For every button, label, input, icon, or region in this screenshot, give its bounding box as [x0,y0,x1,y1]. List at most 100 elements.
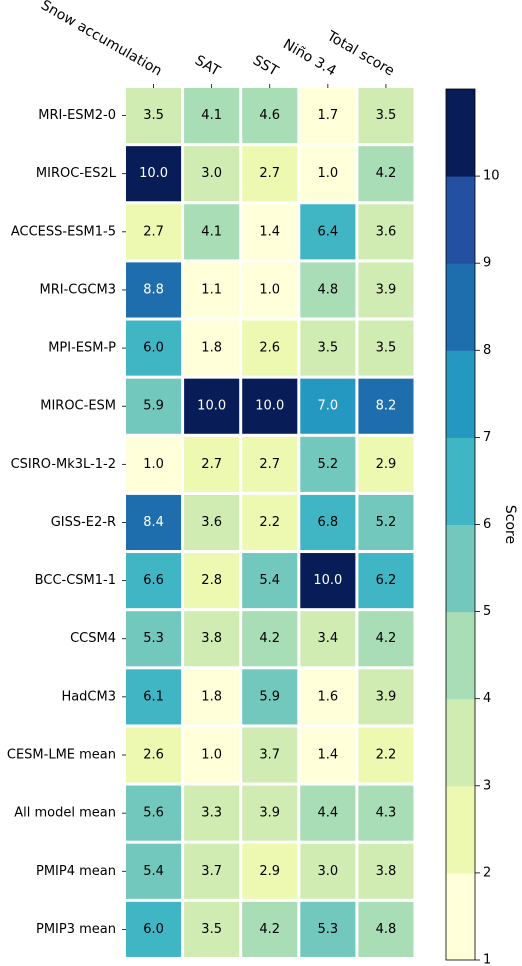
heatmap-cell-mri-esm2-0-total-score [358,88,414,144]
heatmap-cell-ccsm4-sst [242,611,298,667]
heatmap-cell-csiro-mk3l-1-2-ni-o-3-4 [300,436,356,492]
heatmap-cell-hadcm3-sst [242,669,298,725]
row-label-miroc-esm: MIROC-ESM [40,399,116,414]
heatmap-cell-mri-esm2-0-ni-o-3-4 [300,88,356,144]
cell-value-label: 2.7 [201,457,222,472]
heatmap-cell-csiro-mk3l-1-2-snow-accumulation [126,436,182,492]
heatmap-cell-csiro-mk3l-1-2-sat [184,436,240,492]
cell-value-label: 3.9 [376,689,397,704]
colorbar-tick-label: 2 [483,865,491,880]
cell-value-label: 2.8 [201,573,222,588]
heatmap-cell-csiro-mk3l-1-2-total-score [358,436,414,492]
cell-value-label: 2.7 [143,224,164,239]
cell-value-label: 4.1 [201,224,222,239]
cell-value-label: 10.0 [255,399,284,414]
row-label-mpi-esm-p: MPI-ESM-P [48,341,116,356]
row-label-all-model-mean: All model mean [14,806,116,821]
heatmap-cell-all-model-mean-ni-o-3-4 [300,785,356,841]
cell-value-label: 2.6 [259,341,280,356]
cell-value-label: 3.6 [201,515,222,530]
heatmap-cell-giss-e2-r-sst [242,494,298,551]
heatmap-cell-pmip4-mean-ni-o-3-4 [300,843,356,899]
cell-value-label: 3.8 [376,864,397,879]
heatmap-cell-giss-e2-r-ni-o-3-4 [300,494,356,551]
cell-value-label: 6.1 [143,689,164,704]
cell-value-label: 5.4 [143,864,164,879]
heatmap-cell-hadcm3-snow-accumulation [126,669,182,725]
cell-value-label: 4.2 [376,631,397,646]
cell-value-label: 4.8 [376,922,397,937]
colorbar: 1 2 3 4 5 6 7 8 9 10 Score [445,88,518,966]
cell-value-label: 1.7 [318,108,339,123]
heatmap-cell-hadcm3-total-score [358,669,414,725]
colorbar-tick-label: 7 [483,430,491,445]
colorbar-tick-label: 4 [483,691,491,706]
heatmap-cell-pmip3-mean-snow-accumulation [126,901,182,957]
cell-value-label: 2.2 [259,515,280,530]
cell-value-label: 4.3 [376,806,397,821]
colorbar-segment [446,785,475,874]
cell-value-label: 6.4 [318,224,339,239]
cell-value-label: 5.2 [318,457,339,472]
cell-value-label: 2.7 [259,166,280,181]
heatmap-cell-mpi-esm-p-snow-accumulation [126,320,182,376]
colorbar-tick-label: 10 [483,169,500,184]
heatmap-cell-mri-cgcm3-sat [184,262,240,318]
cell-value-label: 3.6 [376,224,397,239]
cell-value-label: 3.5 [376,108,397,123]
cell-value-label: 1.4 [318,748,339,763]
heatmap-cell-miroc-es2l-sat [184,146,240,202]
cell-value-label: 4.8 [318,282,339,297]
cell-value-label: 3.4 [318,631,339,646]
row-label-access-esm1-5: ACCESS-ESM1-5 [11,224,116,239]
heatmap-cell-pmip4-mean-total-score [358,843,414,899]
heatmap-cell-ccsm4-snow-accumulation [126,611,182,667]
heatmap-cell-access-esm1-5-ni-o-3-4 [300,204,356,260]
heatmap-cell-giss-e2-r-sat [184,494,240,551]
cell-value-label: 3.7 [201,864,222,879]
cell-value-label: 10.0 [139,166,168,181]
colorbar-segment [446,872,475,961]
cell-value-label: 3.9 [376,282,397,297]
colorbar-label: Score [502,505,518,544]
heatmap-cell-access-esm1-5-sat [184,204,240,260]
heatmap-cell-bcc-csm1-1-snow-accumulation [126,553,182,609]
colorbar-tick-label: 8 [483,343,491,358]
heatmap-cell-mri-cgcm3-ni-o-3-4 [300,262,356,318]
colorbar-segment [446,263,475,351]
cell-value-label: 3.9 [259,806,280,821]
cell-value-label: 1.0 [201,748,222,763]
cell-value-label: 5.6 [143,806,164,821]
cell-value-label: 3.3 [201,806,222,821]
colorbar-segment [446,524,475,613]
heatmap-cell-miroc-esm-ni-o-3-4 [300,378,356,434]
cell-value-label: 1.8 [201,689,222,704]
cell-value-label: 4.4 [318,806,339,821]
heatmap-cell-access-esm1-5-total-score [358,204,414,260]
heatmap-cell-all-model-mean-total-score [358,785,414,841]
heatmap-cell-miroc-esm-snow-accumulation [126,378,182,434]
cell-value-label: 1.8 [201,341,222,356]
heatmap-cell-bcc-csm1-1-total-score [358,553,414,609]
cell-value-label: 5.4 [259,573,280,588]
cell-value-label: 6.6 [143,573,164,588]
cell-value-label: 3.5 [143,108,164,123]
column-label-sst: SST [250,52,281,79]
heatmap-cell-mri-esm2-0-sat [184,88,240,144]
heatmap-cell-access-esm1-5-snow-accumulation [126,204,182,260]
cell-value-label: 1.1 [201,282,222,297]
heatmap-cell-pmip3-mean-ni-o-3-4 [300,901,356,957]
row-label-hadcm3: HadCM3 [61,689,116,704]
heatmap-cell-pmip4-mean-sat [184,843,240,899]
cell-value-label: 4.1 [201,108,222,123]
heatmap-cell-mpi-esm-p-sat [184,320,240,376]
cell-value-label: 6.2 [376,573,397,588]
heatmap-cell-pmip3-mean-sst [242,901,298,957]
row-label-mri-esm2-0: MRI-ESM2-0 [38,108,116,123]
heatmap-cell-bcc-csm1-1-sst [242,553,298,609]
heatmap-cell-bcc-csm1-1-ni-o-3-4 [300,553,356,609]
colorbar-tick-label: 5 [483,604,491,619]
heatmap-cell-cesm-lme-mean-snow-accumulation [126,727,182,783]
cell-value-label: 4.2 [376,166,397,181]
cell-value-label: 1.4 [259,224,280,239]
